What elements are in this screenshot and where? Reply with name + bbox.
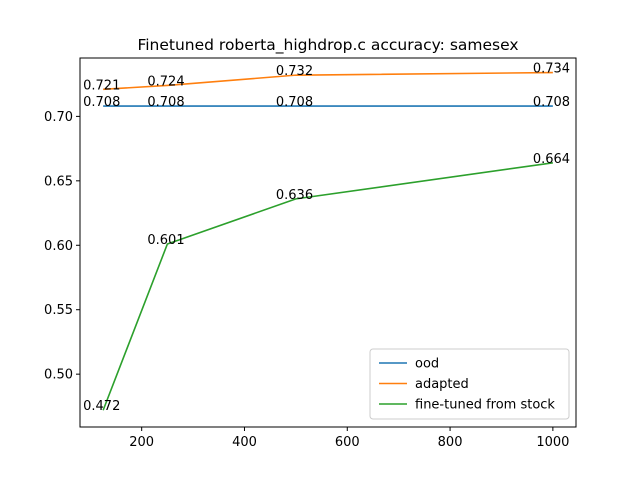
series-line-adapted	[103, 71, 553, 91]
legend-box	[369, 348, 570, 420]
x-tick-label-0: 200	[129, 435, 154, 450]
x-tick-label-4: 1000	[536, 435, 569, 450]
chart-title: Finetuned roberta_highdrop.c accuracy: s…	[137, 36, 518, 55]
x-tick-label-3: 800	[438, 435, 463, 450]
axes-frame	[79, 57, 577, 428]
data-label-ood-3: 0.708	[533, 95, 570, 110]
series-line-fine-tuned-from-stock	[102, 161, 553, 411]
legend-entry-ood: ood	[415, 357, 439, 372]
plot-lines	[102, 71, 553, 411]
x-axis-ticks: 200 400 600 800 1000	[129, 427, 569, 450]
data-label-fine-tuned-from-stock-3: 0.664	[533, 152, 570, 167]
legend-entry-fine-tuned-from-stock: fine-tuned from stock	[415, 398, 555, 413]
data-label-fine-tuned-from-stock-2: 0.636	[276, 188, 313, 203]
x-tick-label-1: 400	[232, 435, 257, 450]
y-tick-label-4: 0.70	[44, 110, 73, 125]
y-tick-label-3: 0.65	[44, 174, 73, 189]
data-labels: 0.708 0.708 0.708 0.708 0.721 0.724 0.732 0.734…	[83, 62, 570, 415]
legend: ood adapted fine-tuned from stock	[369, 348, 570, 420]
data-label-fine-tuned-from-stock-0: 0.472	[83, 399, 120, 414]
data-label-adapted-3: 0.734	[533, 62, 570, 77]
data-label-ood-0: 0.708	[83, 95, 120, 110]
y-tick-label-0: 0.50	[44, 368, 73, 383]
data-label-adapted-2: 0.732	[276, 64, 313, 79]
legend-entry-adapted: adapted	[415, 377, 469, 392]
data-label-ood-1: 0.708	[147, 95, 184, 110]
y-tick-label-2: 0.60	[44, 239, 73, 254]
y-tick-label-1: 0.55	[44, 303, 73, 318]
data-label-adapted-0: 0.721	[83, 78, 120, 93]
data-label-ood-2: 0.708	[276, 95, 313, 110]
data-label-fine-tuned-from-stock-1: 0.601	[147, 233, 184, 248]
y-axis-ticks: 0.50 0.55 0.60 0.65 0.70	[44, 110, 80, 383]
data-label-adapted-1: 0.724	[147, 74, 184, 89]
x-tick-label-2: 600	[335, 435, 360, 450]
